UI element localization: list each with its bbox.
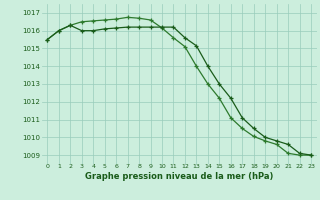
X-axis label: Graphe pression niveau de la mer (hPa): Graphe pression niveau de la mer (hPa) bbox=[85, 172, 273, 181]
